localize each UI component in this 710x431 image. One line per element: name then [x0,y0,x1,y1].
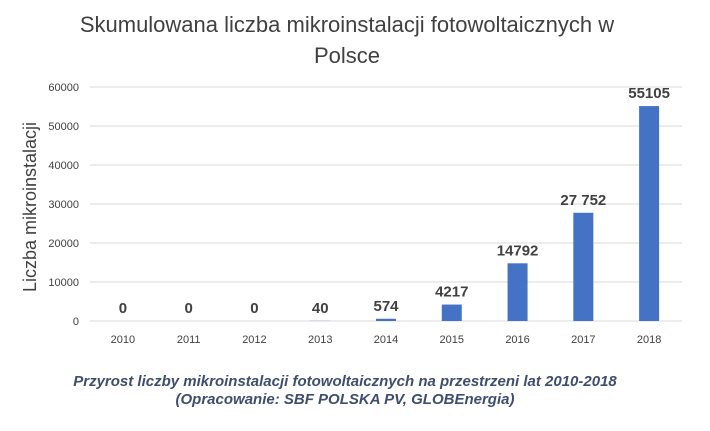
data-label-2014: 574 [373,298,399,315]
y-tick-label: 40000 [48,160,79,172]
data-labels: 0 0 0 40 574 4217 14792 27 752 55105 [119,85,670,317]
y-axis-label: Liczba mikroinstalacji [20,122,40,292]
y-tick-label: 0 [73,316,79,328]
caption-line-1: Przyrost liczby mikroinstalacji fotowolt… [73,373,617,390]
y-axis-ticks: 0 10000 20000 30000 40000 50000 60000 [48,82,79,328]
y-tick-label: 50000 [48,121,79,133]
caption-line-2: (Opracowanie: SBF POLSKA PV, GLOBEnergia… [175,391,515,408]
data-label-2016: 14792 [497,242,539,259]
x-axis-ticks: 2010 2011 2012 2013 2014 2015 2016 2017 2018 [111,334,662,346]
chart-title-line-1: Skumulowana liczba mikroinstalacji fotow… [80,12,614,37]
x-tick-label: 2010 [111,334,135,346]
y-tick-label: 30000 [48,199,79,211]
data-label-2012: 0 [250,300,258,317]
x-tick-label: 2015 [440,334,464,346]
y-tick-label: 60000 [48,82,79,94]
data-label-2018: 55105 [628,85,670,102]
y-tick-label: 10000 [48,277,79,289]
x-tick-label: 2012 [242,334,266,346]
y-tick-label: 20000 [48,238,79,250]
bar-2014 [376,318,396,321]
chart-title-line-2: Polsce [314,43,380,68]
x-tick-label: 2017 [571,334,595,346]
x-tick-label: 2014 [374,334,398,346]
x-tick-label: 2013 [308,334,332,346]
x-tick-label: 2016 [505,334,529,346]
data-label-2017: 27 752 [560,192,606,209]
x-tick-label: 2011 [177,334,201,346]
data-label-2013: 40 [312,300,329,317]
data-label-2010: 0 [119,300,127,317]
bar-2017 [573,212,594,321]
bar-2016 [507,263,528,321]
bar-chart: Skumulowana liczba mikroinstalacji fotow… [20,12,682,346]
x-tick-label: 2018 [637,334,661,346]
bar-2015 [441,304,462,321]
gridlines [90,86,682,322]
data-label-2011: 0 [184,300,192,317]
data-label-2015: 4217 [435,284,468,301]
bars [310,106,660,321]
bar-2018 [639,106,660,321]
